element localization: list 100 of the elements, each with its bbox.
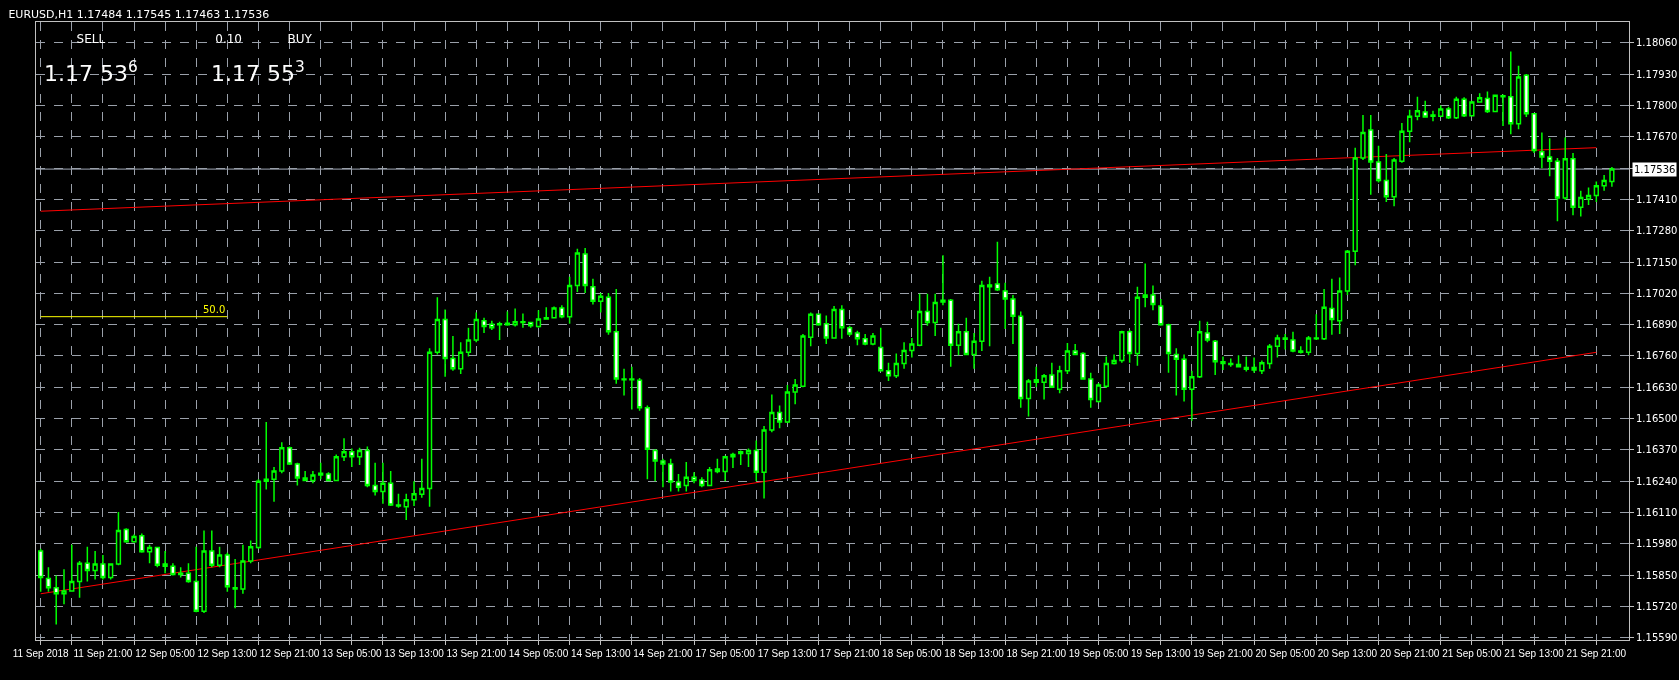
candlestick xyxy=(403,492,409,521)
candlestick xyxy=(1414,95,1421,121)
candlestick xyxy=(605,292,612,336)
candlestick xyxy=(722,455,728,483)
candlestick xyxy=(380,462,386,505)
candlestick xyxy=(1399,122,1405,164)
x-tick-label: 20 Sep 05:00 xyxy=(1255,648,1316,659)
candlestick xyxy=(1438,104,1444,118)
y-tick-label: 1.15590 xyxy=(1636,632,1678,644)
candlestick xyxy=(341,437,347,462)
candlestick xyxy=(535,309,542,329)
y-tick-label: 1.17280 xyxy=(1636,225,1678,237)
candlestick xyxy=(108,562,114,581)
candlestick xyxy=(232,558,238,609)
candlestick xyxy=(885,361,892,382)
candlestick xyxy=(932,293,938,337)
candlestick xyxy=(1142,262,1148,309)
candlestick xyxy=(1119,329,1125,364)
candlestick xyxy=(388,470,394,507)
candlestick xyxy=(621,367,627,397)
candlestick xyxy=(465,327,472,358)
candlestick xyxy=(193,546,199,614)
candlestick xyxy=(450,335,456,372)
candlestick xyxy=(1375,144,1382,184)
series-label: 50.0 xyxy=(203,304,226,315)
candlestick xyxy=(1562,136,1568,201)
candlestick xyxy=(201,529,207,614)
candlestick xyxy=(45,566,52,593)
candlestick xyxy=(481,316,487,334)
y-tick-label: 1.16500 xyxy=(1636,413,1678,425)
candlestick xyxy=(699,476,705,489)
x-tick-label: 14 Sep 05:00 xyxy=(508,648,569,659)
candlestick xyxy=(769,393,775,433)
candlestick xyxy=(1383,153,1389,203)
candlestick xyxy=(1095,382,1102,404)
candlestick xyxy=(1539,131,1545,169)
y-tick-label: 1.16760 xyxy=(1636,350,1678,362)
candlestick xyxy=(1251,356,1257,374)
candlestick xyxy=(831,305,837,340)
candlestick xyxy=(1368,114,1374,196)
x-tick-label: 13 Sep 21:00 xyxy=(446,648,507,659)
candlestick xyxy=(1274,333,1281,359)
candlestick xyxy=(372,462,378,497)
candlestick xyxy=(1126,329,1133,364)
candlestick xyxy=(730,451,736,469)
candlestick xyxy=(333,453,339,483)
candlestick xyxy=(115,511,122,566)
candlestick xyxy=(395,492,402,509)
candlestick xyxy=(800,333,806,388)
candlestick xyxy=(738,449,744,466)
candlestick xyxy=(1165,322,1172,374)
x-tick-label: 11 Sep 21:00 xyxy=(73,648,133,659)
candlestick xyxy=(1134,286,1141,367)
candlestick xyxy=(1056,365,1063,394)
x-tick-label: 18 Sep 13:00 xyxy=(944,648,1005,659)
x-tick-label: 21 Sep 05:00 xyxy=(1442,648,1503,659)
annotation: 1.17 55$^{3}$ xyxy=(211,57,305,87)
y-tick-label: 1.16370 xyxy=(1636,444,1678,456)
candlestick xyxy=(434,296,441,356)
candlestick xyxy=(1321,288,1327,341)
candlestick xyxy=(1049,361,1055,389)
candlestick xyxy=(1018,310,1024,409)
candlestick xyxy=(613,288,619,385)
x-tick-label: 12 Sep 13:00 xyxy=(197,648,258,659)
candlestick xyxy=(1547,137,1553,178)
annotation: BUY xyxy=(287,31,313,46)
candlestick xyxy=(683,461,689,493)
candlestick xyxy=(139,532,145,554)
candlestick xyxy=(154,546,160,569)
x-tick-label: 13 Sep 13:00 xyxy=(384,648,445,659)
candlestick xyxy=(248,539,254,564)
candlestick xyxy=(1484,90,1491,114)
candlestick xyxy=(419,457,425,499)
ref-line-label: 1.17536 xyxy=(1634,164,1676,175)
x-tick-label: 12 Sep 21:00 xyxy=(259,648,320,659)
candlestick xyxy=(279,441,285,474)
candlestick xyxy=(1072,343,1078,356)
candlestick xyxy=(528,320,534,329)
candlestick xyxy=(520,312,526,329)
x-tick-label: 20 Sep 13:00 xyxy=(1317,648,1378,659)
x-tick-label: 21 Sep 21:00 xyxy=(1566,648,1627,659)
candlestick xyxy=(963,316,969,356)
candlestick xyxy=(162,550,168,575)
candlestick xyxy=(131,533,137,544)
candlestick xyxy=(1554,157,1561,223)
y-tick-label: 1.15980 xyxy=(1636,538,1678,550)
candlestick xyxy=(1531,112,1537,154)
candlestick xyxy=(808,311,814,348)
candlestick xyxy=(318,462,324,480)
candlestick xyxy=(512,307,518,328)
candlestick xyxy=(1508,50,1514,135)
candlestick xyxy=(1181,353,1187,403)
candlestick xyxy=(356,446,363,466)
candlestick xyxy=(660,457,666,489)
x-tick-label: 17 Sep 21:00 xyxy=(819,648,880,659)
y-tick-label: 1.17150 xyxy=(1636,256,1678,268)
candlestick xyxy=(1150,284,1156,311)
candlestick xyxy=(1088,372,1094,409)
candlestick xyxy=(1212,339,1218,376)
candlestick xyxy=(271,466,277,503)
